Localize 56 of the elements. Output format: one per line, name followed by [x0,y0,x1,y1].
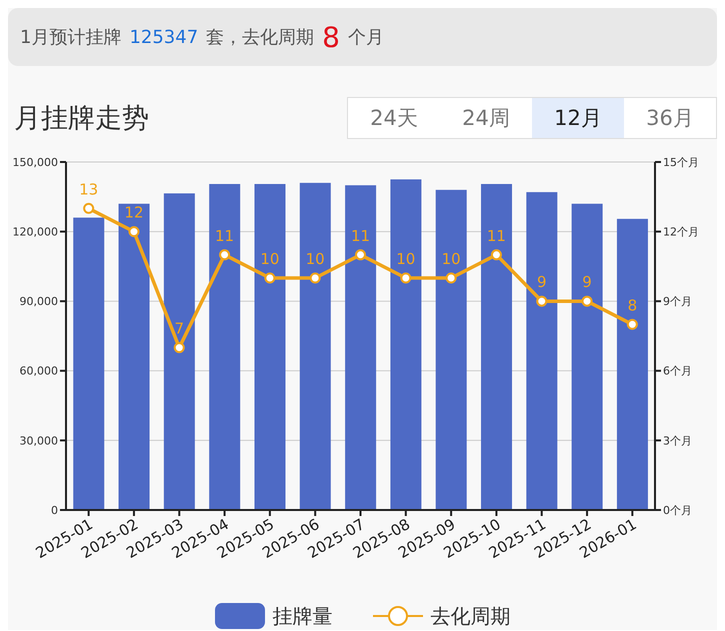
period-tabs: 24天 24周 12月 36月 [347,97,717,139]
y-tick-label: 0 [51,504,58,517]
point [264,272,276,284]
point [536,296,548,307]
data-label: 10 [396,250,416,268]
point [174,342,185,354]
chart-title: 月挂牌走势 [13,102,149,136]
bar [572,204,603,510]
point [219,249,230,260]
y-tick-label: 90,000 [20,295,58,308]
bar [209,184,240,510]
data-label: 11 [486,226,506,245]
point [490,249,502,260]
bar [164,193,195,510]
data-label: 10 [260,250,280,268]
y2-tick-label: 3个月 [663,434,692,448]
y2-tick-label: 15个月 [663,156,699,169]
data-label: 10 [306,250,325,268]
data-label: 9 [582,273,592,292]
bar [526,192,558,510]
y2-tick-label: 12个月 [663,226,699,239]
point [400,272,412,284]
data-label: 8 [628,296,638,314]
bar [345,185,376,510]
data-label: 11 [350,226,370,245]
bar [390,179,422,510]
bar [481,184,512,510]
y-tick-label: 60,000 [20,364,58,378]
bar [616,218,648,510]
point [355,249,366,260]
data-label: 10 [442,250,461,268]
data-label: 9 [536,273,547,292]
data-label: 7 [174,320,184,338]
y-tick-label: 30,000 [20,434,58,448]
bar [73,218,104,510]
bar [118,204,150,510]
legend-label: 去化周期 [430,602,510,630]
data-label: 12 [124,204,144,222]
y2-tick-label: 0个月 [663,504,692,517]
point [446,272,457,284]
point [582,296,593,307]
point [626,318,638,330]
bar [436,190,467,510]
bar [254,184,286,510]
y-tick-label: 150,000 [12,156,58,169]
point [310,272,321,284]
y2-tick-label: 9个月 [663,295,692,308]
bar [300,182,331,510]
y2-tick-label: 6个月 [663,364,692,378]
point [128,226,140,238]
summary-card: 1月预计挂牌 125347 套，去化周期 8 个月 [8,8,717,66]
point [83,202,94,214]
data-label: 13 [79,180,98,198]
data-label: 11 [215,226,234,245]
legend-label: 挂牌量 [272,602,332,630]
y-tick-label: 120,000 [12,226,58,239]
